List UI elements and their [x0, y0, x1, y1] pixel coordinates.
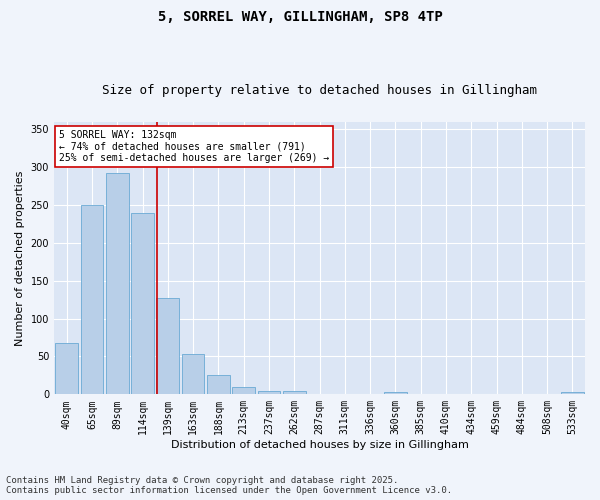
Text: Contains HM Land Registry data © Crown copyright and database right 2025.
Contai: Contains HM Land Registry data © Crown c… [6, 476, 452, 495]
Text: 5 SORREL WAY: 132sqm
← 74% of detached houses are smaller (791)
25% of semi-deta: 5 SORREL WAY: 132sqm ← 74% of detached h… [59, 130, 329, 163]
Bar [80, 205, 103, 394]
Bar [182, 354, 205, 395]
Bar [106, 172, 128, 394]
Bar [384, 392, 407, 394]
Bar [55, 343, 78, 394]
Text: 5, SORREL WAY, GILLINGHAM, SP8 4TP: 5, SORREL WAY, GILLINGHAM, SP8 4TP [158, 10, 442, 24]
Bar [232, 387, 255, 394]
Y-axis label: Number of detached properties: Number of detached properties [15, 170, 25, 346]
Bar [257, 390, 280, 394]
Bar [283, 392, 305, 394]
Bar [131, 212, 154, 394]
Title: Size of property relative to detached houses in Gillingham: Size of property relative to detached ho… [102, 84, 537, 97]
Bar [561, 392, 584, 394]
X-axis label: Distribution of detached houses by size in Gillingham: Distribution of detached houses by size … [170, 440, 469, 450]
Bar [157, 298, 179, 394]
Bar [207, 376, 230, 394]
